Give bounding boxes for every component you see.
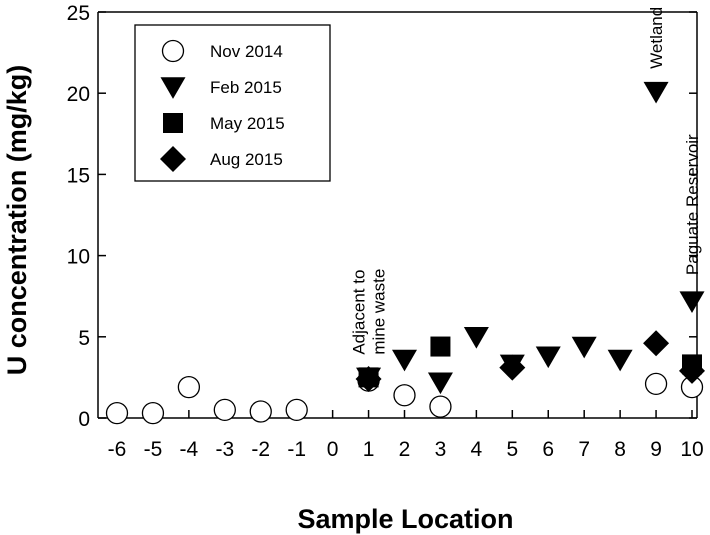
x-tick-label: 5 xyxy=(506,438,518,461)
series-nov-2014 xyxy=(105,369,704,425)
point-feb-2015 xyxy=(607,349,633,372)
x-tick-label: 3 xyxy=(435,438,447,461)
legend-marker xyxy=(163,113,183,133)
x-tick-label: -5 xyxy=(144,438,163,461)
y-axis-title: U concentration (mg/kg) xyxy=(2,65,32,376)
legend-label: May 2015 xyxy=(210,114,285,133)
x-tick-label: 6 xyxy=(542,438,554,461)
point-nov-2014 xyxy=(177,375,201,399)
legend-marker xyxy=(160,77,186,99)
point-nov-2014 xyxy=(393,384,416,407)
y-tick-label: 20 xyxy=(67,83,90,106)
legend-marker xyxy=(160,146,186,172)
x-axis-title: Sample Location xyxy=(297,504,513,534)
x-tick-label: -4 xyxy=(180,438,199,461)
point-nov-2014 xyxy=(249,400,272,423)
point-may-2015 xyxy=(430,336,451,357)
x-tick-label: 8 xyxy=(614,438,626,461)
point-aug-2015 xyxy=(679,357,705,384)
annotation-text: mine waste xyxy=(370,269,389,355)
legend-marker xyxy=(161,39,185,63)
x-tick-label: 4 xyxy=(471,438,483,461)
point-nov-2014 xyxy=(285,398,308,422)
point-aug-2015 xyxy=(499,354,526,381)
y-tick-label: 25 xyxy=(67,2,90,25)
x-tick-label: -3 xyxy=(215,438,234,461)
y-ticks: 0 5 10 15 20 25 xyxy=(67,2,697,431)
point-feb-2015 xyxy=(463,327,489,349)
data-points xyxy=(105,81,705,425)
x-tick-label: 1 xyxy=(363,438,375,461)
x-tick-label: 2 xyxy=(399,438,411,461)
y-tick-label: 10 xyxy=(67,246,90,269)
y-tick-label: 5 xyxy=(78,327,90,350)
x-tick-label: 9 xyxy=(650,438,662,461)
annotation: Paguate Reservoir xyxy=(683,134,702,275)
x-tick-label: -6 xyxy=(108,438,127,461)
x-tick-label: 10 xyxy=(680,438,703,461)
x-tick-label: 0 xyxy=(327,438,339,461)
point-aug-2015 xyxy=(643,330,670,357)
series-aug-2015 xyxy=(355,330,705,393)
x-tick-label: 7 xyxy=(578,438,590,461)
point-feb-2015 xyxy=(643,81,669,104)
series-feb-2015 xyxy=(356,81,705,395)
y-tick-label: 0 xyxy=(78,408,90,431)
point-nov-2014 xyxy=(213,398,236,422)
x-ticks: -6 -5 -4 -3 -2 -1 0 1 2 3 4 5 6 7 8 9 10 xyxy=(108,410,704,461)
annotation-text: Paguate Reservoir xyxy=(683,134,702,275)
point-feb-2015 xyxy=(392,349,417,372)
annotation-text: Adjacent to xyxy=(350,270,369,355)
point-nov-2014 xyxy=(105,401,129,425)
axes xyxy=(97,11,698,419)
point-nov-2014 xyxy=(644,372,668,396)
point-feb-2015 xyxy=(571,336,597,359)
legend-label: Aug 2015 xyxy=(210,150,283,169)
annotation: Adjacent to mine waste xyxy=(350,269,389,355)
legend-label: Feb 2015 xyxy=(210,78,282,97)
x-tick-label: -1 xyxy=(287,438,306,461)
legend: Nov 2014 Feb 2015 May 2015 Aug 2015 xyxy=(134,24,331,182)
x-tick-label: -2 xyxy=(251,438,270,461)
annotations: Adjacent to mine waste Wetland Paguate Rese… xyxy=(350,7,702,355)
point-feb-2015 xyxy=(679,291,705,313)
point-nov-2014 xyxy=(429,395,452,418)
legend-label: Nov 2014 xyxy=(210,42,283,61)
point-feb-2015 xyxy=(427,372,453,395)
annotation-text: Wetland xyxy=(647,7,666,69)
point-feb-2015 xyxy=(535,346,561,369)
y-tick-label: 15 xyxy=(67,164,90,187)
annotation: Wetland xyxy=(647,7,666,69)
point-aug-2015 xyxy=(355,366,382,393)
point-nov-2014 xyxy=(141,401,165,425)
